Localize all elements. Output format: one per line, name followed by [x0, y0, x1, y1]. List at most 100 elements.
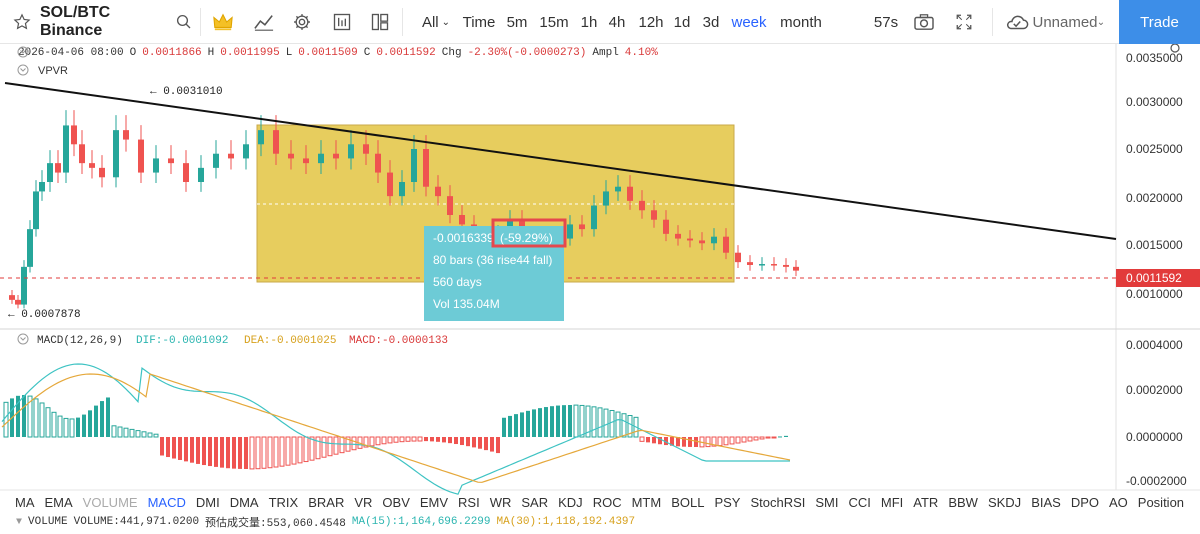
indicator-mfi[interactable]: MFI [880, 494, 904, 510]
chart-area[interactable]: VPVR 0.0011592 ← 0.0031010 ← 0.0007878 -… [0, 44, 1200, 534]
indicator-dpo[interactable]: DPO [1070, 494, 1099, 510]
open-value: 0.0011866 [142, 47, 202, 59]
indicator-cci[interactable]: CCI [848, 494, 871, 510]
indicator-ma[interactable]: MA [15, 494, 35, 510]
macd-bar [208, 437, 212, 467]
macd-bar [333, 436, 339, 455]
indicator-emv[interactable]: EMV [419, 494, 449, 510]
indicator-bias[interactable]: BIAS [1031, 494, 1061, 510]
collapse-icon[interactable] [17, 64, 29, 76]
macd-bar [94, 405, 98, 437]
macd-bar [351, 436, 357, 451]
gear-icon[interactable] [290, 0, 314, 44]
macd-bar [387, 436, 393, 444]
macd-bar [160, 437, 164, 456]
price-tick: 0.0025000 [1126, 142, 1183, 156]
indicator-mtm[interactable]: MTM [631, 494, 662, 510]
layout-icon[interactable] [368, 0, 392, 44]
current-price-label: 0.0011592 [1126, 271, 1182, 285]
cloud-icon[interactable] [1004, 0, 1030, 44]
macd-bar [393, 436, 399, 443]
candle-body [627, 186, 633, 201]
price-axis[interactable]: 0.0035000 0.0030000 0.0025000 0.0020000 … [1126, 51, 1183, 301]
macd-bar [526, 410, 530, 437]
macd-bar [454, 437, 458, 445]
macd-axis[interactable]: 0.0004000 0.0002000 0.0000000 -0.0002000 [1126, 338, 1187, 488]
collapse-icon[interactable]: ▼ [16, 516, 23, 528]
candle-body [711, 236, 717, 244]
range-days: 560 days [433, 275, 482, 289]
macd-bar [117, 426, 123, 438]
macd-bar [255, 436, 261, 470]
indicator-psy[interactable]: PSY [714, 494, 741, 510]
indicator-ema[interactable]: EMA [44, 494, 73, 510]
tab-3d[interactable]: 3d [702, 13, 720, 31]
fullscreen-icon[interactable] [952, 0, 976, 44]
macd-bar [411, 436, 417, 442]
ohlc-legend: 2026-04-06 08:00 O 0.0011866 H 0.0011995 L… [18, 45, 658, 61]
tab-12h[interactable]: 12h [638, 13, 664, 31]
indicator-stochrsi[interactable]: StochRSI [750, 494, 806, 510]
macd-bar [694, 437, 698, 447]
camera-icon[interactable] [912, 0, 936, 44]
settings-icon[interactable] [1170, 44, 1180, 53]
macd-bar [22, 395, 26, 437]
search-icon[interactable] [173, 0, 195, 44]
indicator-brar[interactable]: BRAR [308, 494, 345, 510]
indicator-wr[interactable]: WR [489, 494, 512, 510]
tab-15m[interactable]: 15m [539, 13, 569, 31]
indicator-obv[interactable]: OBV [382, 494, 410, 510]
macd-bar [430, 437, 434, 442]
tab-time[interactable]: Time [462, 13, 496, 31]
collapse-icon[interactable] [17, 333, 29, 345]
collapse-icon[interactable] [17, 46, 29, 58]
macd-tick: -0.0002000 [1126, 474, 1187, 488]
tab-all[interactable]: All ⌄ [421, 13, 451, 31]
indicator-vr[interactable]: VR [354, 494, 373, 510]
indicator-ao[interactable]: AO [1108, 494, 1128, 510]
tab-month[interactable]: month [780, 13, 822, 31]
tab-week[interactable]: week [731, 13, 767, 31]
highlight-box [491, 218, 567, 248]
macd-bar [88, 410, 92, 437]
layout-name[interactable]: Unnamed [1032, 13, 1098, 31]
macd-bar [178, 437, 182, 460]
indicator-smi[interactable]: SMI [815, 494, 839, 510]
candle-body [639, 200, 645, 211]
indicator-macd[interactable]: MACD [147, 494, 186, 510]
symbol-name[interactable]: SOL/BTC Binance [40, 4, 111, 39]
compare-icon[interactable] [330, 0, 354, 44]
indicator-boll[interactable]: BOLL [671, 494, 705, 510]
indicator-dmi[interactable]: DMI [195, 494, 220, 510]
indicator-atr[interactable]: ATR [913, 494, 939, 510]
trend-line[interactable] [4, 82, 1117, 240]
tab-1h[interactable]: 1h [580, 13, 598, 31]
trade-button[interactable]: Trade [1119, 0, 1200, 44]
divider [402, 8, 403, 36]
indicator-skdj[interactable]: SKDJ [987, 494, 1022, 510]
indicator-rsi[interactable]: RSI [458, 494, 480, 510]
vpvr-label: VPVR [38, 65, 68, 77]
chevron-down-icon[interactable]: ⌄ [1096, 16, 1106, 28]
indicator-dma[interactable]: DMA [229, 494, 259, 510]
macd-bar [196, 437, 200, 464]
indicators-icon[interactable] [252, 0, 276, 44]
tab-4h[interactable]: 4h [608, 13, 626, 31]
indicator-roc[interactable]: ROC [592, 494, 622, 510]
tab-1d[interactable]: 1d [673, 13, 691, 31]
indicator-sar[interactable]: SAR [521, 494, 549, 510]
crown-icon[interactable] [210, 0, 236, 44]
indicator-bbw[interactable]: BBW [948, 494, 978, 510]
macd-bar [484, 437, 488, 451]
star-icon[interactable] [12, 0, 32, 44]
indicator-volume[interactable]: VOLUME [82, 494, 138, 510]
macd-tick: 0.0002000 [1126, 383, 1183, 397]
macd-bar [597, 407, 603, 438]
candle-body [153, 158, 159, 173]
macd-bar [261, 436, 267, 469]
tab-5m[interactable]: 5m [506, 13, 528, 31]
indicator-kdj[interactable]: KDJ [558, 494, 583, 510]
indicator-position[interactable]: Position [1137, 494, 1185, 510]
candle-body [333, 153, 339, 159]
indicator-trix[interactable]: TRIX [268, 494, 299, 510]
